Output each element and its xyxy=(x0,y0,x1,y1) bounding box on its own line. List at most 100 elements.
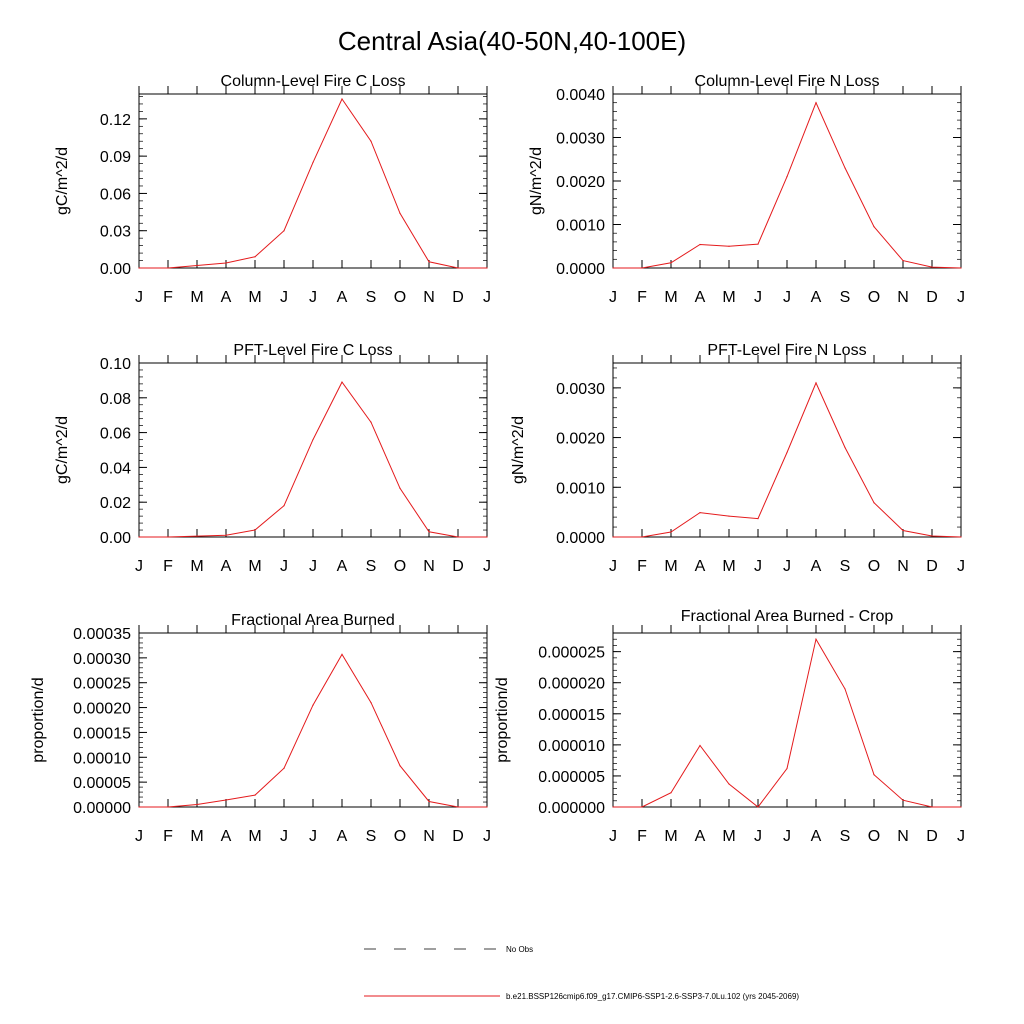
y-tick-label: 0.00000 xyxy=(73,800,131,817)
x-tick-label: D xyxy=(452,289,464,306)
y-tick-label: 0.0020 xyxy=(556,174,605,191)
data-point xyxy=(138,267,140,269)
x-tick-label: J xyxy=(483,289,491,306)
y-tick-label: 0.000000 xyxy=(538,800,605,817)
panel-title: Column-Level Fire N Loss xyxy=(695,73,880,90)
data-point xyxy=(844,446,846,449)
x-tick-label: J xyxy=(135,828,143,845)
data-point xyxy=(254,529,256,531)
y-tick-label: 0.10 xyxy=(100,356,131,373)
data-point xyxy=(196,535,198,537)
x-tick-label: J xyxy=(309,289,317,306)
data-point xyxy=(728,245,730,247)
x-tick-label: M xyxy=(248,558,261,575)
data-point xyxy=(225,534,227,536)
data-point xyxy=(815,382,817,384)
data-point xyxy=(341,653,343,655)
x-tick-label: D xyxy=(452,558,464,575)
data-point xyxy=(670,531,672,533)
plot-frame xyxy=(138,93,488,269)
x-tick-label: J xyxy=(309,558,317,575)
x-tick-label: J xyxy=(609,828,617,845)
data-point xyxy=(312,161,314,163)
y-tick-label: 0.00035 xyxy=(73,626,131,643)
data-point xyxy=(931,806,933,808)
x-tick-label: J xyxy=(783,828,791,845)
y-tick-label: 0.00030 xyxy=(73,651,131,668)
y-tick-label: 0.0020 xyxy=(556,431,605,448)
data-point xyxy=(167,536,169,538)
data-point xyxy=(815,102,817,104)
y-tick-label: 0.02 xyxy=(100,495,131,512)
x-tick-label: A xyxy=(695,828,706,845)
chart-panel-1: Column-Level Fire C Loss gC/m^2/d 0.00 0.03… xyxy=(54,73,491,306)
data-point xyxy=(757,243,759,245)
x-tick-label: M xyxy=(664,289,677,306)
data-point xyxy=(457,536,459,538)
y-tick-label: 0.0030 xyxy=(556,131,605,148)
panel-title: Fractional Area Burned - Crop xyxy=(681,608,894,625)
data-point xyxy=(428,531,430,533)
series-line xyxy=(613,381,962,538)
x-tick-label: A xyxy=(811,828,822,845)
y-tick-label: 0.00020 xyxy=(73,701,131,718)
data-point xyxy=(399,487,401,489)
data-point xyxy=(486,806,488,808)
x-tick-label: S xyxy=(840,828,851,845)
series-line xyxy=(139,653,487,808)
data-point xyxy=(225,262,227,264)
x-tick-label: O xyxy=(394,828,406,845)
y-tick-label: 0.000020 xyxy=(538,676,605,693)
data-point xyxy=(873,502,875,504)
x-tick-label: M xyxy=(664,558,677,575)
data-point xyxy=(873,226,875,228)
data-point xyxy=(138,806,140,808)
x-tick-label: F xyxy=(637,828,647,845)
data-point xyxy=(786,176,788,178)
plot-frame xyxy=(612,632,962,808)
data-point xyxy=(844,688,846,690)
x-tick-label: J xyxy=(783,289,791,306)
data-point xyxy=(641,536,643,538)
y-axis-label: proportion/d xyxy=(494,677,511,762)
chart-panel-2: Column-Level Fire N Loss gN/m^2/d 0.0000 0.… xyxy=(528,73,965,306)
x-tick-label: F xyxy=(637,558,647,575)
data-point xyxy=(960,806,962,808)
chart-panel-6: Fractional Area Burned - Crop proportion/… xyxy=(494,608,965,845)
data-point xyxy=(641,267,643,269)
x-tick-label: D xyxy=(452,828,464,845)
x-tick-label: O xyxy=(868,558,880,575)
x-tick-label: M xyxy=(664,828,677,845)
x-tick-label: J xyxy=(309,828,317,845)
data-point xyxy=(283,505,285,507)
y-tick-label: 0.0010 xyxy=(556,480,605,497)
x-tick-label: O xyxy=(394,289,406,306)
chart-panel-3: PFT-Level Fire C Loss gC/m^2/d 0.00 0.02 0.0… xyxy=(54,342,491,575)
data-point xyxy=(167,806,169,808)
data-point xyxy=(254,256,256,258)
data-point xyxy=(902,799,904,801)
x-tick-label: A xyxy=(811,558,822,575)
data-point xyxy=(612,267,614,269)
data-point xyxy=(931,535,933,537)
x-tick-label: S xyxy=(840,289,851,306)
x-tick-label: M xyxy=(190,558,203,575)
data-point xyxy=(167,267,169,269)
data-point xyxy=(670,792,672,794)
data-point xyxy=(428,261,430,263)
legend-label-no-obs: No Obs xyxy=(506,945,533,954)
data-point xyxy=(225,799,227,801)
data-point xyxy=(960,536,962,538)
x-tick-label: D xyxy=(926,558,938,575)
x-tick-label: M xyxy=(190,828,203,845)
y-axis-label: proportion/d xyxy=(30,677,47,762)
figure-title: Central Asia(40-50N,40-100E) xyxy=(338,26,686,56)
x-tick-label: N xyxy=(423,558,435,575)
x-tick-label: F xyxy=(637,289,647,306)
x-tick-label: O xyxy=(868,289,880,306)
y-axis-label: gN/m^2/d xyxy=(510,416,527,484)
x-tick-label: N xyxy=(897,828,909,845)
y-tick-label: 0.03 xyxy=(100,224,131,241)
data-point xyxy=(254,794,256,796)
panel-title: Fractional Area Burned xyxy=(231,612,395,629)
